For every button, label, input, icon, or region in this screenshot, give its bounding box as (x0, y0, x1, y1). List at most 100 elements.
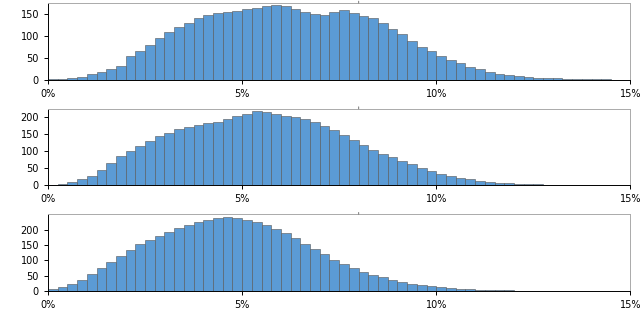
Bar (155, 236, 164, 291)
Bar (465, 179, 475, 185)
Bar (136, 245, 145, 291)
Bar (465, 66, 475, 80)
Bar (242, 9, 252, 80)
Bar (48, 79, 58, 80)
Bar (106, 163, 116, 185)
Bar (514, 76, 524, 80)
Bar (67, 78, 77, 80)
Bar (232, 10, 242, 80)
Bar (369, 150, 378, 185)
Bar (417, 168, 426, 185)
Bar (281, 116, 291, 185)
Bar (495, 290, 504, 291)
Bar (97, 170, 106, 185)
Bar (223, 12, 232, 80)
Bar (193, 125, 204, 185)
Bar (242, 220, 252, 291)
Bar (67, 182, 77, 185)
Bar (145, 45, 155, 80)
Bar (320, 15, 330, 80)
Bar (242, 114, 252, 185)
Bar (485, 72, 495, 80)
Bar (533, 184, 543, 185)
Bar (271, 114, 281, 185)
Bar (116, 66, 125, 80)
Bar (388, 280, 397, 291)
Bar (125, 56, 136, 80)
Bar (495, 183, 504, 185)
Bar (504, 75, 514, 80)
Bar (485, 290, 495, 291)
Bar (116, 256, 125, 291)
Bar (446, 288, 456, 291)
Bar (446, 60, 456, 80)
Bar (310, 122, 320, 185)
Bar (174, 228, 184, 291)
Bar (456, 178, 465, 185)
Bar (339, 135, 349, 185)
Bar (475, 181, 485, 185)
Bar (397, 161, 407, 185)
Bar (514, 183, 524, 185)
Bar (204, 220, 213, 291)
Bar (281, 6, 291, 80)
Bar (369, 275, 378, 291)
Bar (184, 127, 194, 185)
Bar (164, 232, 174, 291)
Bar (533, 78, 543, 80)
Bar (358, 272, 369, 291)
Bar (543, 78, 553, 80)
Bar (320, 254, 330, 291)
Bar (77, 77, 87, 80)
Bar (349, 268, 358, 291)
Bar (310, 249, 320, 291)
Bar (524, 77, 533, 80)
Bar (213, 218, 223, 291)
Bar (174, 27, 184, 80)
Bar (436, 287, 446, 291)
Bar (223, 119, 232, 185)
Bar (330, 130, 339, 185)
Bar (339, 10, 349, 80)
Bar (145, 239, 155, 291)
Bar (300, 12, 310, 80)
Bar (271, 229, 281, 291)
Bar (427, 287, 436, 291)
Bar (407, 164, 417, 185)
Bar (495, 73, 504, 80)
Bar (155, 38, 164, 80)
Bar (436, 174, 446, 185)
Bar (300, 119, 310, 185)
Bar (204, 15, 213, 80)
Bar (475, 290, 485, 291)
Bar (407, 41, 417, 80)
Bar (378, 23, 388, 80)
Bar (291, 117, 300, 185)
Bar (106, 262, 116, 291)
Bar (388, 157, 397, 185)
Bar (48, 289, 58, 291)
Bar (97, 72, 106, 80)
Bar (164, 133, 174, 185)
Bar (125, 151, 136, 185)
Bar (213, 13, 223, 80)
Bar (349, 141, 358, 185)
Bar (504, 290, 514, 291)
Bar (67, 284, 77, 291)
Bar (407, 284, 417, 291)
Bar (563, 79, 572, 80)
Bar (77, 280, 87, 291)
Bar (291, 9, 300, 80)
Bar (252, 222, 262, 291)
Bar (155, 136, 164, 185)
Bar (300, 244, 310, 291)
Bar (553, 79, 563, 80)
Bar (77, 179, 87, 185)
Bar (232, 116, 242, 185)
Bar (397, 282, 407, 291)
Bar (582, 79, 591, 80)
Bar (456, 63, 465, 80)
Bar (193, 222, 204, 291)
Bar (262, 225, 271, 291)
Bar (58, 287, 67, 291)
